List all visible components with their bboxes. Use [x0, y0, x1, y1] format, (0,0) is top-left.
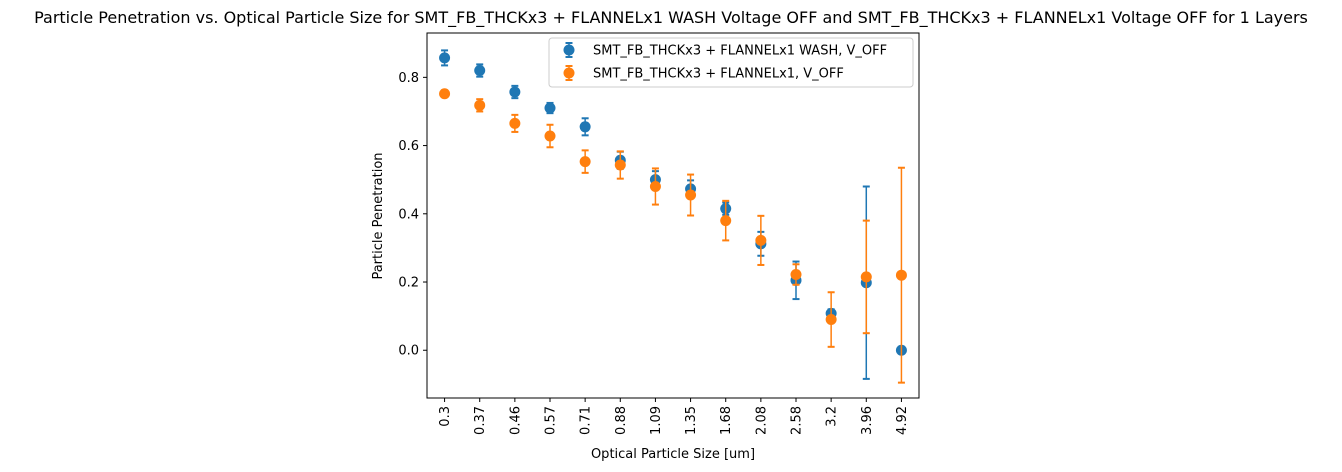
data-point [474, 99, 486, 111]
data-point [544, 102, 556, 114]
y-tick-label: 0.6 [398, 139, 419, 154]
data-point [474, 65, 486, 77]
y-tick-label: 0.0 [398, 344, 419, 359]
x-tick-label: 0.37 [473, 406, 488, 435]
plot-frame [426, 32, 920, 399]
legend-marker [563, 44, 575, 56]
legend: SMT_FB_THCKx3 + FLANNELx1 WASH, V_OFF SMT… [548, 37, 914, 88]
data-marks [439, 49, 907, 384]
data-point [579, 156, 591, 168]
x-tick-label: 3.2 [825, 406, 840, 427]
x-tick-label: 4.92 [895, 406, 910, 435]
y-tick-label: 0.4 [398, 207, 419, 222]
data-point [685, 189, 697, 201]
x-tick-label: 0.46 [508, 406, 523, 435]
data-point [755, 234, 767, 246]
x-tick-label: 0.3 [438, 406, 453, 427]
x-tick-label: 1.35 [684, 406, 699, 435]
y-tick-label: 0.2 [398, 276, 419, 291]
legend-label: SMT_FB_THCKx3 + FLANNELx1 WASH, V_OFF [593, 44, 887, 59]
series-1 [439, 49, 907, 380]
data-point [579, 121, 591, 133]
legend-label: SMT_FB_THCKx3 + FLANNELx1, V_OFF [593, 67, 844, 82]
x-tick-label: 3.96 [860, 406, 875, 435]
legend-marker [563, 67, 575, 79]
x-tick-label: 0.71 [579, 406, 594, 435]
data-point [509, 117, 521, 129]
x-axis-label: Optical Particle Size [um] [591, 447, 755, 462]
data-point [544, 130, 556, 142]
data-point [439, 52, 451, 64]
data-point [860, 271, 872, 283]
x-axis-ticks: 0.3 0.37 0.46 0.57 0.71 0.88 1.09 1.35 1.68 2.08 2… [438, 398, 910, 435]
x-tick-label: 2.08 [754, 406, 769, 435]
legend-frame [548, 37, 914, 88]
y-axis-label: Particle Penetration [371, 152, 386, 279]
data-point [720, 215, 732, 227]
x-tick-label: 1.09 [649, 406, 664, 435]
y-axis-ticks: 0.0 0.2 0.4 0.6 0.8 [398, 71, 427, 359]
data-point [895, 269, 907, 281]
data-point [790, 269, 802, 281]
data-point [825, 314, 837, 326]
x-tick-label: 0.88 [614, 406, 629, 435]
chart-title: Particle Penetration vs. Optical Particl… [34, 8, 1308, 28]
data-point [509, 86, 521, 98]
data-point [649, 181, 661, 193]
x-tick-label: 1.68 [719, 406, 734, 435]
data-point [439, 88, 451, 100]
data-point [614, 159, 626, 171]
x-tick-label: 2.58 [790, 406, 805, 435]
series-2 [439, 88, 907, 384]
y-tick-label: 0.8 [398, 71, 419, 86]
x-tick-label: 0.57 [544, 406, 559, 435]
